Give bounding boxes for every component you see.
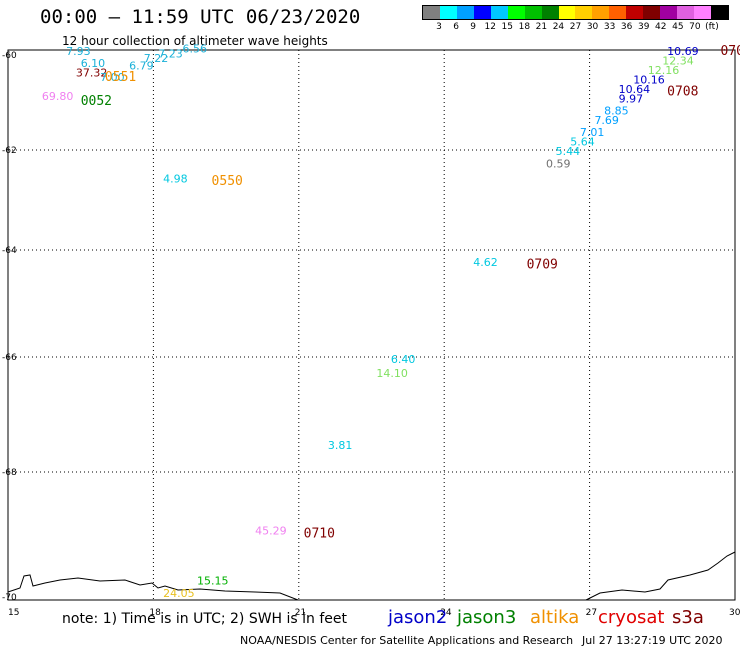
pass-id-label: 0710 <box>304 527 335 542</box>
colorbar-swatch <box>694 6 711 19</box>
colorbar-swatch <box>677 6 694 19</box>
wave-height-label: 3.81 <box>328 439 353 452</box>
colorbar-ticks: 3 6 9 12 15 18 21 24 27 30 33 36 39 42 45 70 (ft) <box>422 22 729 36</box>
wave-height-label: 10.16 <box>633 74 665 87</box>
chart-title: 00:00 – 11:59 UTC 06/23/2020 <box>40 6 361 28</box>
colorbar-swatch <box>643 6 661 19</box>
wave-height-label: 37.32 <box>76 66 108 79</box>
colorbar-tick-label: 39 <box>637 22 650 32</box>
colorbar-swatch <box>592 6 610 19</box>
colorbar-swatch <box>507 6 525 19</box>
wave-height-label: 4.98 <box>163 173 188 186</box>
coastline-east <box>585 551 736 601</box>
wave-height-label: 7.93 <box>66 45 91 58</box>
wave-height-label: 9.97 <box>619 93 644 106</box>
wave-height-label: 7.22 <box>144 52 169 65</box>
mission-legend-s3a: s3a <box>672 607 704 628</box>
colorbar-tick-label: (ft) <box>705 22 719 32</box>
x-tick-label: 21 <box>295 608 306 618</box>
mission-legend-jason3: jason3 <box>457 607 517 628</box>
colorbar-tick-label: 36 <box>620 22 633 32</box>
wave-height-label: 4.62 <box>473 256 498 269</box>
colorbar-tick-label: 27 <box>569 22 582 32</box>
credit-text: NOAA/NESDIS Center for Satellite Applica… <box>240 634 574 647</box>
colorbar-swatch <box>541 6 559 19</box>
colorbar-swatch <box>575 6 593 19</box>
x-tick-label: 15 <box>8 608 19 618</box>
wave-height-label: 7.00 <box>100 71 125 84</box>
pass-id-label: 0052 <box>81 94 112 109</box>
wave-height-label: 14.10 <box>376 367 408 380</box>
wave-height-label: 6.79 <box>129 59 154 72</box>
colorbar-swatch <box>710 6 728 19</box>
colorbar-tick-label: 3 <box>436 22 442 32</box>
wave-height-label: 5.64 <box>570 135 595 148</box>
colorbar-legend <box>422 5 729 20</box>
x-tick-label: 18 <box>149 608 161 618</box>
wave-height-label: 10.69 <box>667 45 699 58</box>
colorbar-swatch <box>626 6 644 19</box>
mission-legend-cryosat: cryosat <box>598 607 665 628</box>
wave-height-label: 6.56 <box>182 43 207 56</box>
wave-height-label: 8.85 <box>604 104 629 117</box>
colorbar-tick-label: 21 <box>535 22 548 32</box>
x-tick-label: 24 <box>440 608 452 618</box>
wave-height-label: 12.16 <box>648 64 680 77</box>
wave-height-label: 12.34 <box>662 55 694 68</box>
wave-height-label: 7.69 <box>594 114 619 127</box>
wave-height-label: 5.44 <box>556 145 581 158</box>
coastline-west <box>7 574 299 601</box>
wave-height-label: 6.10 <box>81 57 106 70</box>
colorbar-swatch <box>660 6 678 19</box>
colorbar-swatch <box>609 6 627 19</box>
colorbar-swatch <box>473 6 491 19</box>
colorbar-swatch <box>558 6 576 19</box>
colorbar-swatch <box>439 6 457 19</box>
y-tick-label: -70 <box>2 593 17 603</box>
mission-legend-altika: altika <box>530 607 580 628</box>
colorbar-swatch <box>423 6 440 19</box>
pass-id-label: 0551 <box>105 70 136 85</box>
colorbar-tick-label: 18 <box>518 22 531 32</box>
y-tick-label: -64 <box>2 246 17 256</box>
colorbar-tick-label: 30 <box>586 22 599 32</box>
wave-height-label: 15.15 <box>197 575 229 588</box>
y-tick-label: -68 <box>2 468 17 478</box>
wave-height-label: 45.29 <box>255 525 287 538</box>
y-tick-label: -60 <box>2 51 17 61</box>
pass-id-label: 0708 <box>667 84 698 99</box>
timestamp-text: Jul 27 13:27:19 UTC 2020 <box>582 634 723 647</box>
colorbar-tick-label: 24 <box>552 22 565 32</box>
wave-height-label: 10.64 <box>619 83 651 96</box>
wave-height-label: 0.59 <box>546 158 571 171</box>
colorbar-tick-label: 6 <box>453 22 459 32</box>
colorbar-tick-label: 45 <box>672 22 684 32</box>
wave-height-label: 7.01 <box>580 126 605 139</box>
colorbar-tick-label: 9 <box>470 22 477 32</box>
footer-note: note: 1) Time is in UTC; 2) SWH is in fe… <box>62 611 348 627</box>
colorbar-swatch <box>524 6 542 19</box>
x-tick-label: 30 <box>729 608 740 618</box>
colorbar-swatch <box>490 6 508 19</box>
colorbar-tick-label: 70 <box>689 22 701 32</box>
colorbar-swatch <box>456 6 474 19</box>
wave-height-label: 6.40 <box>391 353 416 366</box>
wave-height-label: 7.23 <box>158 47 183 60</box>
colorbar-tick-label: 15 <box>501 22 513 32</box>
y-tick-label: -62 <box>2 146 17 156</box>
pass-id-label: 0709 <box>527 258 558 273</box>
chart-subtitle: 12 hour collection of altimeter wave hei… <box>62 34 328 48</box>
colorbar-tick-label: 33 <box>603 22 616 32</box>
colorbar-tick-label: 42 <box>655 22 667 32</box>
wave-height-label: 69.80 <box>42 90 74 103</box>
x-tick-label: 27 <box>586 608 597 618</box>
y-tick-label: -66 <box>2 353 17 363</box>
pass-id-label: 0550 <box>212 174 243 189</box>
plot-frame <box>7 49 736 601</box>
mission-legend-jason2: jason2 <box>388 607 448 628</box>
wave-height-label: 24.05 <box>163 587 195 600</box>
colorbar-tick-label: 12 <box>484 22 496 32</box>
